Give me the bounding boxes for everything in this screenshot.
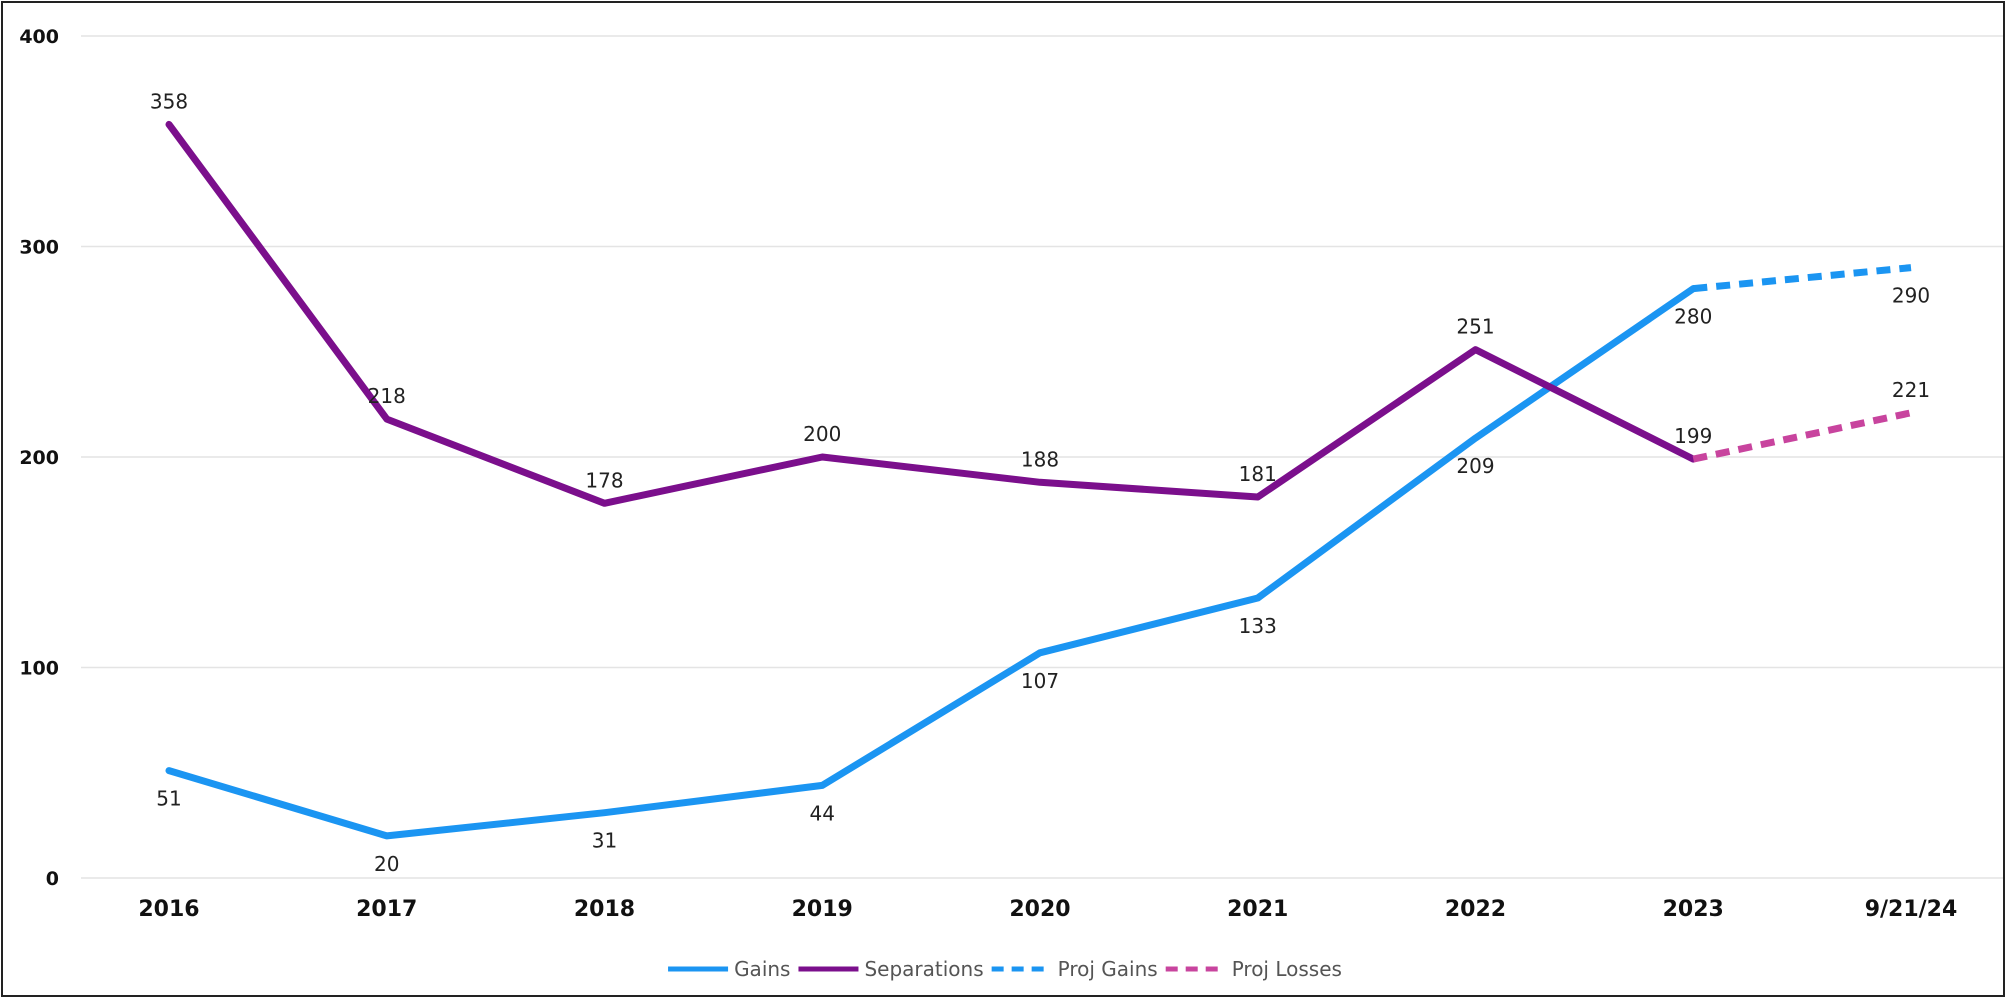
data-label: 133	[1239, 614, 1277, 638]
legend-label: Separations	[864, 957, 983, 981]
x-tick-label: 2016	[138, 897, 199, 922]
y-tick-label: 0	[46, 868, 59, 890]
x-tick-label: 2020	[1009, 897, 1070, 922]
series-line-proj-gains	[1692, 264, 1912, 293]
data-label: 199	[1674, 424, 1712, 448]
y-tick-label: 100	[19, 658, 59, 680]
data-label: 20	[374, 852, 399, 876]
series-line-separations	[165, 120, 1697, 507]
data-label: 218	[368, 384, 406, 408]
x-tick-label: 2023	[1663, 897, 1724, 922]
data-label: 280	[1674, 305, 1712, 329]
data-label: 209	[1456, 454, 1494, 478]
y-tick-label: 300	[19, 237, 59, 259]
data-label: 181	[1239, 462, 1277, 486]
data-label: 51	[156, 787, 181, 811]
y-tick-label: 200	[19, 447, 59, 469]
legend-label: Proj Gains	[1058, 957, 1158, 981]
data-label: 188	[1021, 447, 1059, 471]
data-labels: 51 20 31 44 107 133 209 280 290 358 218 178 200 188 18…	[150, 89, 1930, 875]
series-line-proj-losses	[1692, 409, 1912, 463]
x-tick-label: 2017	[356, 897, 417, 922]
x-tick-label: 2018	[574, 897, 635, 922]
data-label: 200	[803, 422, 841, 446]
x-axis-ticks: 2016 2017 2018 2019 2020 2021 2022 2023 9/21/24	[138, 897, 1957, 922]
gridlines	[81, 35, 2003, 879]
data-label: 290	[1892, 284, 1930, 308]
legend: Gains Separations Proj Gains Proj Losses	[668, 957, 1342, 981]
x-tick-label: 9/21/24	[1865, 897, 1958, 922]
legend-label: Proj Losses	[1232, 957, 1342, 981]
data-label: 358	[150, 89, 188, 113]
series-line-gains	[165, 285, 1697, 840]
data-label: 251	[1456, 315, 1494, 339]
y-axis-ticks: 0 100 200 300 400	[19, 26, 59, 890]
data-label: 31	[592, 829, 617, 853]
x-tick-label: 2019	[792, 897, 853, 922]
data-label: 178	[585, 468, 623, 492]
x-tick-label: 2022	[1445, 897, 1506, 922]
y-tick-label: 400	[19, 26, 59, 48]
legend-label: Gains	[734, 957, 790, 981]
data-label: 221	[1892, 378, 1930, 402]
data-label: 107	[1021, 669, 1059, 693]
data-label: 44	[810, 801, 835, 825]
series-lines	[165, 120, 1912, 840]
x-tick-label: 2021	[1227, 897, 1288, 922]
